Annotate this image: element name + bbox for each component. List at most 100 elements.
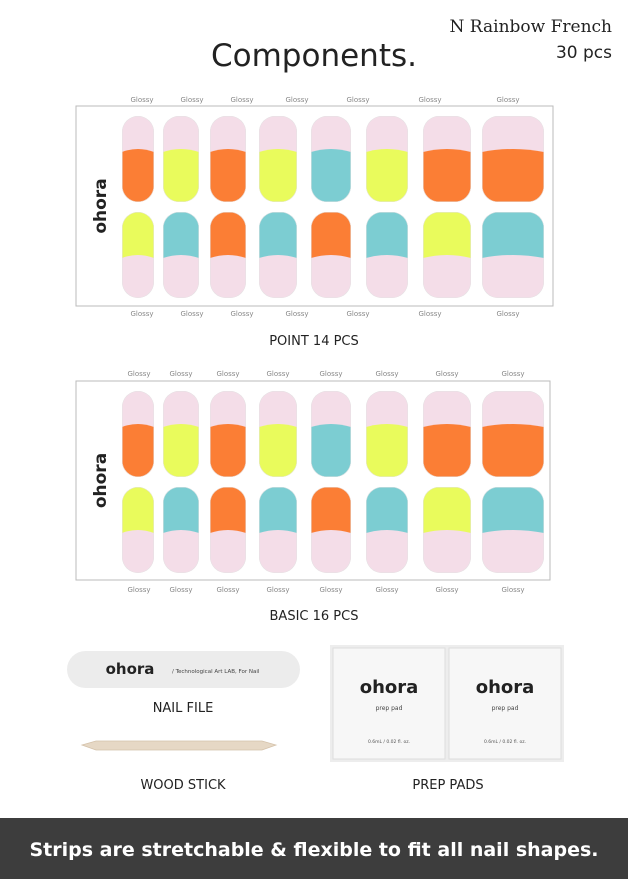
nail [122, 212, 154, 298]
nail [259, 391, 297, 477]
finish-label: Glossy [266, 586, 289, 594]
nail-tip [122, 212, 154, 258]
finish-label: Glossy [319, 586, 342, 594]
nail-tip [423, 212, 471, 258]
nail-tip [423, 149, 471, 202]
nail-file-tagline: / Technological Art LAB, For Nail [172, 669, 260, 675]
nail-file-caption: NAIL FILE [153, 701, 214, 716]
sheet-caption: BASIC 16 PCS [270, 609, 359, 624]
nail [423, 391, 471, 477]
prep-pad-brand: ohora [476, 677, 535, 698]
nail [423, 212, 471, 298]
finish-label: Glossy [435, 586, 458, 594]
wood-stick [80, 740, 278, 751]
nail [163, 116, 199, 202]
prep-pad-volume: 0.6mL / 0.02 fl. oz. [368, 739, 410, 745]
nail [210, 212, 246, 298]
nail-tip [259, 212, 297, 258]
nail [311, 116, 351, 202]
finish-label: Glossy [169, 370, 192, 378]
nail-tip [122, 149, 154, 202]
nail [210, 391, 246, 477]
finish-label: Glossy [216, 586, 239, 594]
nail [163, 487, 199, 573]
piece-count: 30 pcs [556, 43, 612, 63]
nail [163, 391, 199, 477]
finish-label: Glossy [435, 370, 458, 378]
finish-label: Glossy [127, 370, 150, 378]
finish-label: Glossy [266, 370, 289, 378]
nail-tip [311, 212, 351, 258]
finish-label: Glossy [501, 370, 524, 378]
sheet-brand: ohora [91, 178, 111, 233]
nail [259, 487, 297, 573]
finish-label: Glossy [130, 96, 153, 104]
nail-tip [210, 487, 246, 533]
nail [210, 487, 246, 573]
prep-pad-label: prep pad [376, 705, 403, 712]
product-name: N Rainbow French [450, 17, 613, 37]
nail-tip [163, 212, 199, 258]
nail-tip [311, 487, 351, 533]
nail-tip [423, 487, 471, 533]
finish-label: Glossy [285, 310, 308, 318]
banner-text: Strips are stretchable & flexible to fit… [29, 839, 598, 861]
nail-tip [259, 149, 297, 202]
finish-label: Glossy [230, 96, 253, 104]
nail [366, 487, 408, 573]
nail-tip [366, 487, 408, 533]
nail [482, 116, 544, 202]
nail [163, 212, 199, 298]
finish-label: Glossy [216, 370, 239, 378]
nail [482, 391, 544, 477]
nail-tip [259, 424, 297, 477]
nail-tip [482, 212, 544, 258]
nail-tip [423, 424, 471, 477]
nail [366, 212, 408, 298]
finish-label: Glossy [418, 96, 441, 104]
finish-label: Glossy [346, 96, 369, 104]
nail-tip [163, 424, 199, 477]
finish-label: Glossy [130, 310, 153, 318]
finish-label: Glossy [418, 310, 441, 318]
finish-label: Glossy [375, 370, 398, 378]
finish-label: Glossy [169, 586, 192, 594]
nail-tip [482, 424, 544, 477]
finish-label: Glossy [501, 586, 524, 594]
nail-tip [482, 487, 544, 533]
nail [423, 487, 471, 573]
finish-label: Glossy [346, 310, 369, 318]
nail-tip [210, 424, 246, 477]
finish-label: Glossy [127, 586, 150, 594]
nail [122, 116, 154, 202]
nail-tip [482, 149, 544, 202]
nail-tip [259, 487, 297, 533]
nail [122, 487, 154, 573]
prep-pads-caption: PREP PADS [412, 778, 483, 793]
finish-label: Glossy [285, 96, 308, 104]
nail-tip [311, 424, 351, 477]
prep-pad-label: prep pad [492, 705, 519, 712]
prep-pad [448, 647, 562, 760]
nail [482, 487, 544, 573]
nail-tip [163, 149, 199, 202]
nail-tip [210, 212, 246, 258]
nail [311, 487, 351, 573]
nail-tip [122, 424, 154, 477]
nail-tip [366, 212, 408, 258]
prep-pad-volume: 0.6mL / 0.02 fl. oz. [484, 739, 526, 745]
sheet-brand: ohora [91, 453, 111, 508]
nail [259, 116, 297, 202]
nail [366, 391, 408, 477]
nail-file-brand: ohora [106, 660, 155, 678]
nail [122, 391, 154, 477]
nail-tip [366, 149, 408, 202]
nail [259, 212, 297, 298]
prep-pad [332, 647, 446, 760]
prep-pads: ohora prep pad 0.6mL / 0.02 fl. oz. ohora pr… [332, 647, 562, 760]
nail [366, 116, 408, 202]
nail [311, 391, 351, 477]
sheet-caption: POINT 14 PCS [269, 334, 359, 349]
prep-pad-brand: ohora [360, 677, 419, 698]
finish-label: Glossy [180, 96, 203, 104]
